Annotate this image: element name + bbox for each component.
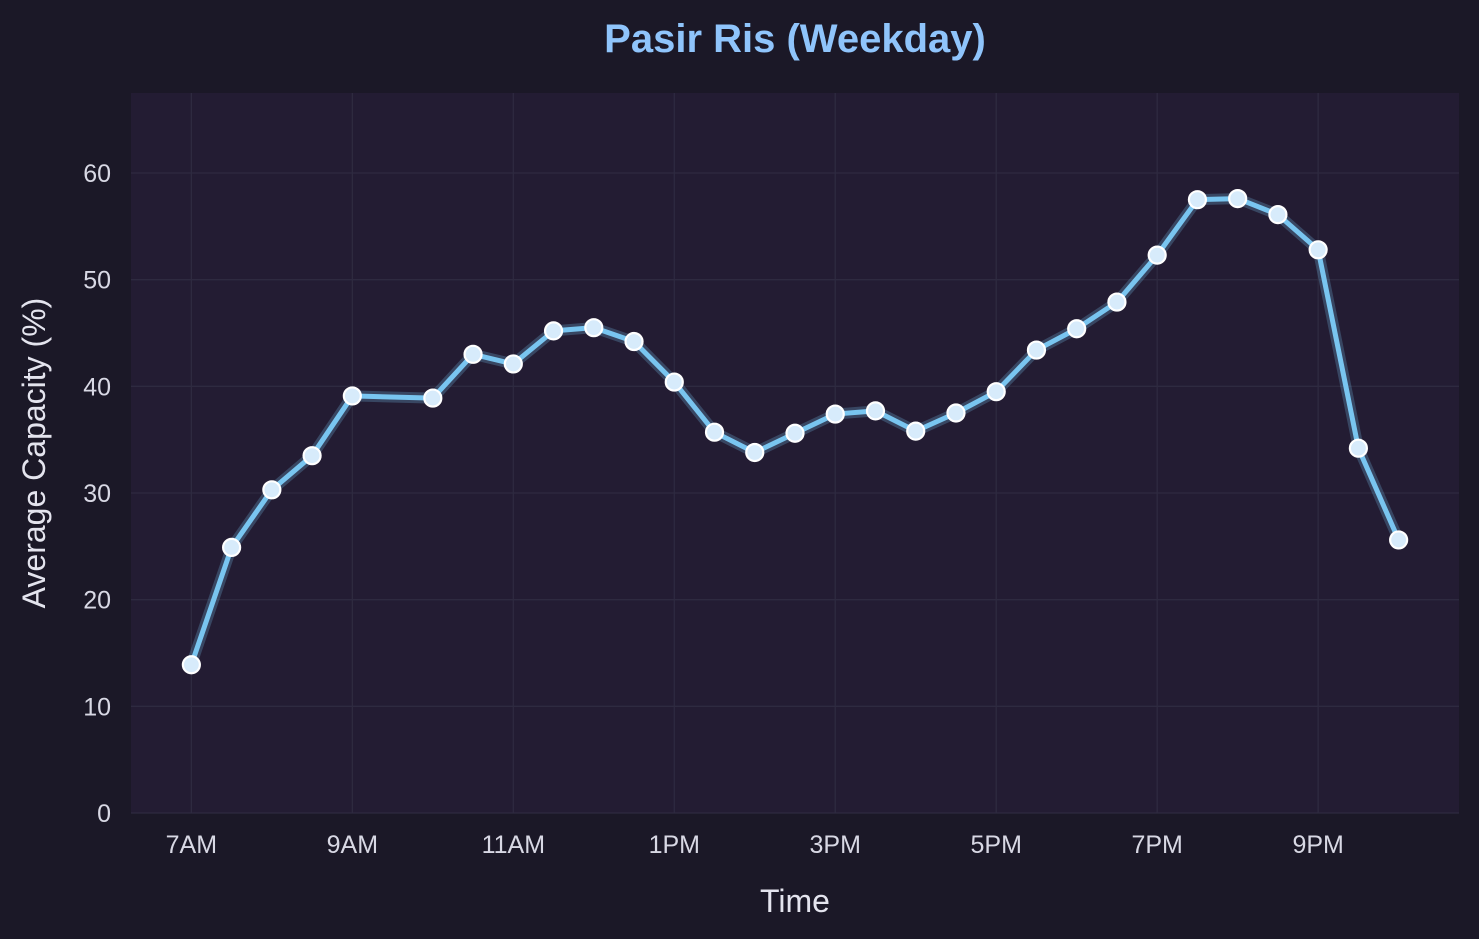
data-point xyxy=(1107,292,1127,312)
data-point xyxy=(1389,530,1409,550)
data-point xyxy=(181,655,201,675)
chart-title: Pasir Ris (Weekday) xyxy=(604,17,986,61)
data-point xyxy=(302,446,322,466)
data-point xyxy=(946,403,966,423)
x-tick-label: 1PM xyxy=(649,831,700,859)
x-axis-label: Time xyxy=(760,883,830,919)
data-point xyxy=(342,386,362,406)
x-tick-label: 7AM xyxy=(166,831,217,859)
y-axis-ticks: 0 10 20 30 40 50 60 xyxy=(83,160,111,828)
x-tick-label: 3PM xyxy=(810,831,861,859)
data-point xyxy=(423,388,443,408)
data-point xyxy=(986,382,1006,402)
data-point xyxy=(1268,205,1288,225)
x-tick-label: 9AM xyxy=(327,831,378,859)
y-tick-label: 50 xyxy=(83,267,111,295)
data-point xyxy=(906,421,926,441)
data-point xyxy=(865,401,886,421)
data-point xyxy=(1228,189,1248,209)
data-point xyxy=(785,423,805,443)
grid xyxy=(131,93,1459,814)
data-point xyxy=(1308,240,1328,260)
y-tick-label: 0 xyxy=(97,800,111,828)
x-tick-label: 11AM xyxy=(482,831,545,859)
data-point xyxy=(463,344,483,364)
data-point xyxy=(1147,245,1167,265)
x-tick-label: 9PM xyxy=(1292,831,1343,859)
x-axis-ticks: 7AM 9AM 11AM 1PM 3PM 5PM 7PM 9PM xyxy=(166,831,1344,859)
data-point xyxy=(1067,319,1087,339)
data-point xyxy=(1026,340,1047,360)
y-tick-label: 10 xyxy=(83,693,111,721)
data-point xyxy=(825,404,845,424)
data-point xyxy=(584,318,604,338)
data-point xyxy=(1187,190,1208,210)
y-axis-label: Average Capacity (%) xyxy=(16,298,52,609)
data-point xyxy=(624,331,644,352)
x-tick-label: 7PM xyxy=(1131,831,1182,859)
data-point xyxy=(262,480,282,500)
data-point xyxy=(745,442,765,463)
y-tick-label: 20 xyxy=(83,587,111,615)
data-point xyxy=(503,354,523,374)
y-tick-label: 30 xyxy=(83,480,111,508)
data-point xyxy=(664,372,684,392)
y-tick-label: 40 xyxy=(83,373,111,401)
data-point xyxy=(222,537,242,558)
series-capacity xyxy=(181,189,1409,675)
plot-area xyxy=(131,93,1459,813)
data-point xyxy=(704,422,725,442)
x-tick-label: 5PM xyxy=(971,831,1022,859)
data-point xyxy=(543,321,564,341)
data-point xyxy=(1348,438,1368,458)
y-tick-label: 60 xyxy=(83,160,111,188)
